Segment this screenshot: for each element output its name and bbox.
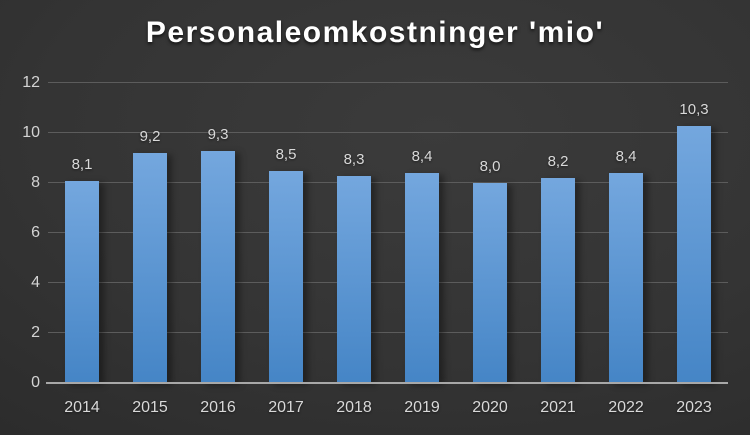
x-axis-tick-label: 2017 (268, 399, 304, 416)
y-axis-tick-label: 2 (31, 324, 40, 341)
bar-cell: 8,3 (320, 83, 388, 383)
bar-2021 (541, 178, 575, 383)
y-axis-tick-label: 12 (22, 74, 40, 91)
gridline (48, 282, 728, 283)
bar-cell: 8,4 (388, 83, 456, 383)
y-axis-tick-label: 10 (22, 124, 40, 141)
bar-value-label: 8,4 (411, 148, 433, 165)
x-axis-tick-label: 2021 (540, 399, 576, 416)
chart-title: Personaleomkostninger 'mio' (145, 16, 605, 49)
x-axis-tick-label: 2020 (472, 399, 508, 416)
bar-cell: 8,4 (592, 83, 660, 383)
bar-2020 (473, 183, 507, 383)
gridline (48, 182, 728, 183)
bar-cell: 8,0 (456, 83, 524, 383)
y-axis-tick-label: 4 (31, 274, 40, 291)
bar-2018 (337, 175, 371, 383)
bar-2017 (269, 170, 303, 383)
bar-cell: 8,5 (252, 83, 320, 383)
bar-cell: 8,1 (48, 83, 116, 383)
x-axis-tick-label: 2014 (64, 399, 100, 416)
y-axis-tick-label: 0 (31, 374, 40, 391)
bar-value-label: 8,4 (615, 148, 637, 165)
plot-area: 8,1 9,2 9,3 8,5 8,3 8,4 8,0 8,2 8,4 10,3 (46, 82, 728, 384)
bar-value-label: 8,5 (275, 145, 297, 163)
bar-value-label: 8,2 (547, 153, 569, 170)
bar-2015 (133, 153, 167, 383)
y-axis-tick-label: 6 (31, 224, 40, 241)
bar-value-label: 8,3 (343, 150, 365, 168)
bar-value-label: 8,1 (71, 155, 93, 173)
gridline (48, 232, 728, 233)
x-axis-tick-label: 2018 (336, 399, 372, 416)
bar-2019 (405, 173, 439, 383)
bar-cell: 10,3 (660, 83, 728, 383)
bar-value-label: 9,2 (139, 128, 161, 145)
bar-2023 (677, 125, 711, 383)
x-axis-tick-label: 2019 (404, 399, 440, 416)
x-axis-tick-label: 2022 (608, 399, 644, 416)
y-axis-tick-label: 8 (31, 174, 40, 191)
bar-cell: 9,2 (116, 83, 184, 383)
bar-2014 (65, 180, 99, 383)
x-axis-tick-label: 2023 (676, 399, 712, 416)
x-axis-line (46, 382, 728, 384)
x-axis-tick-label: 2015 (132, 399, 168, 416)
gridline (48, 132, 728, 133)
bar-2016 (201, 150, 235, 383)
x-axis-tick-label: 2016 (200, 399, 236, 416)
bar-value-label: 10,3 (679, 100, 709, 118)
gridline (48, 332, 728, 333)
bar-cell: 9,3 (184, 83, 252, 383)
bar-value-label: 8,0 (479, 158, 501, 175)
bar-cell: 8,2 (524, 83, 592, 383)
gridline (48, 82, 728, 83)
bar-2022 (609, 173, 643, 383)
bar-value-label: 9,3 (207, 125, 229, 143)
